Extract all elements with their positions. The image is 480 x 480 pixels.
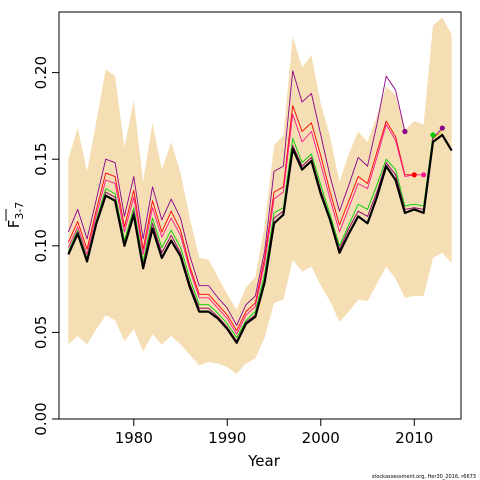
svg-text:F3-7: F3-7 [5, 202, 26, 229]
series-endpoint-5 [439, 125, 445, 131]
y-axis-title: F3-7 [5, 202, 26, 229]
x-tick-label: 2010 [395, 429, 433, 447]
confidence-band-layer [68, 17, 452, 374]
plot-frame [58, 11, 462, 420]
series-line-3 [67, 134, 434, 339]
series-line-0 [67, 70, 406, 326]
series-layer [67, 70, 453, 344]
y-tick-label: 0.15 [32, 143, 50, 176]
series-endpoint-3 [430, 132, 436, 138]
y-axis-title-sub: 3-7 [13, 202, 26, 220]
series-endpoint-2 [421, 172, 427, 178]
series-endpoint-1 [411, 172, 417, 178]
y-tick-label: 0.05 [32, 316, 50, 349]
confidence-band [68, 17, 452, 374]
y-axis-title-main: F [5, 220, 23, 229]
x-tick-label: 1990 [208, 429, 246, 447]
series-endpoint-0 [402, 128, 408, 135]
endpoint-layer [402, 125, 445, 178]
x-tick-label: 2000 [302, 429, 340, 447]
series-line-2 [67, 113, 424, 335]
series-line-1 [67, 105, 415, 332]
x-axis: 1980 1990 2000 2010 [115, 419, 433, 447]
series-line-6 [67, 133, 453, 344]
y-tick-label: 0.20 [32, 56, 50, 89]
y-axis: 0.00 0.05 0.10 0.15 0.20 [32, 56, 59, 436]
footnote-text: stockassessment.org, Her30_2016, r6673 [372, 474, 476, 480]
x-axis-title: Year [247, 452, 281, 470]
x-tick-label: 1980 [115, 429, 153, 447]
y-tick-label: 0.10 [32, 229, 50, 262]
y-tick-label: 0.00 [32, 402, 50, 435]
